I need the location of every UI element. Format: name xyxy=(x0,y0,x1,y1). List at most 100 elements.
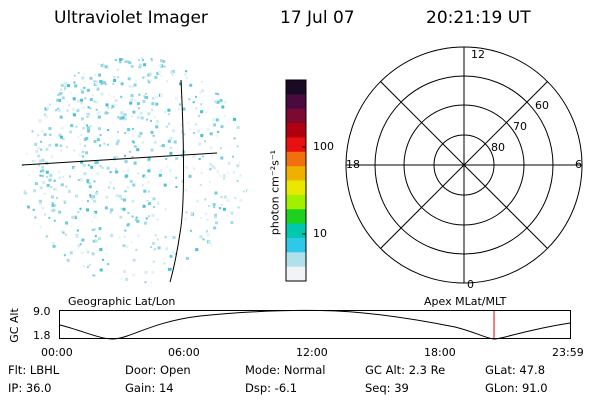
speckle-pixel xyxy=(113,76,116,79)
speckle-pixel xyxy=(200,134,204,137)
speckle-pixel xyxy=(151,214,155,217)
speckle-pixel xyxy=(81,76,85,80)
speckle-pixel xyxy=(127,128,131,132)
speckle-pixel xyxy=(74,217,77,219)
speckle-pixel xyxy=(117,116,119,119)
speckle-pixel xyxy=(120,82,124,86)
uv-emission-speckle xyxy=(21,57,249,284)
speckle-pixel xyxy=(45,115,49,119)
speckle-pixel xyxy=(90,165,94,169)
speckle-pixel xyxy=(180,130,184,134)
speckle-pixel xyxy=(80,98,84,102)
speckle-pixel xyxy=(201,89,204,93)
geographic-longitude-line xyxy=(169,79,185,283)
speckle-pixel xyxy=(221,203,224,206)
speckle-pixel xyxy=(75,194,78,198)
speckle-pixel xyxy=(99,134,102,137)
speckle-pixel xyxy=(85,151,88,155)
speckle-pixel xyxy=(147,157,151,161)
speckle-pixel xyxy=(62,231,65,234)
speckle-pixel xyxy=(143,95,146,98)
speckle-pixel xyxy=(214,100,218,104)
speckle-pixel xyxy=(153,116,156,119)
speckle-pixel xyxy=(152,197,156,201)
speckle-pixel xyxy=(174,253,177,256)
speckle-pixel xyxy=(175,176,178,179)
speckle-pixel xyxy=(172,251,175,254)
speckle-pixel xyxy=(160,74,163,77)
speckle-pixel xyxy=(32,208,35,211)
speckle-pixel xyxy=(65,185,68,188)
speckle-pixel xyxy=(97,62,100,65)
speckle-pixel xyxy=(238,161,241,164)
speckle-pixel xyxy=(189,128,192,131)
speckle-pixel xyxy=(159,169,163,173)
speckle-pixel xyxy=(110,233,114,237)
gain-readout: Gain: 14 xyxy=(125,381,174,395)
speckle-pixel xyxy=(140,116,144,120)
speckle-pixel xyxy=(52,244,56,248)
speckle-pixel xyxy=(86,208,89,212)
speckle-pixel xyxy=(153,248,156,251)
speckle-pixel xyxy=(64,87,67,90)
speckle-pixel xyxy=(73,149,76,152)
speckle-pixel xyxy=(146,118,148,121)
speckle-pixel xyxy=(116,130,119,133)
speckle-pixel xyxy=(219,147,222,150)
speckle-pixel xyxy=(195,123,198,126)
speckle-pixel xyxy=(105,195,109,199)
speckle-pixel xyxy=(171,74,174,77)
speckle-pixel xyxy=(117,76,120,79)
speckle-pixel xyxy=(78,153,82,157)
speckle-pixel xyxy=(113,103,117,107)
speckle-pixel xyxy=(183,133,186,136)
speckle-pixel xyxy=(202,238,205,241)
speckle-pixel xyxy=(164,236,167,239)
speckle-pixel xyxy=(150,59,153,62)
speckle-pixel xyxy=(215,134,218,137)
speckle-pixel xyxy=(105,252,108,255)
speckle-pixel xyxy=(147,112,151,116)
speckle-pixel xyxy=(199,235,203,239)
speckle-pixel xyxy=(58,176,61,179)
speckle-pixel xyxy=(163,183,167,187)
speckle-pixel xyxy=(151,270,155,274)
speckle-pixel xyxy=(37,146,40,150)
speckle-pixel xyxy=(75,235,79,238)
speckle-pixel xyxy=(233,117,236,121)
speckle-pixel xyxy=(216,170,220,174)
speckle-pixel xyxy=(100,92,104,96)
speckle-pixel xyxy=(129,150,132,153)
speckle-pixel xyxy=(160,93,163,97)
speckle-pixel xyxy=(51,202,54,204)
speckle-pixel xyxy=(67,84,70,88)
speckle-pixel xyxy=(87,251,90,254)
speckle-pixel xyxy=(141,57,144,59)
speckle-pixel xyxy=(44,213,46,216)
ip-readout: IP: 36.0 xyxy=(8,381,52,395)
speckle-pixel xyxy=(66,258,70,262)
speckle-pixel xyxy=(169,136,173,140)
speckle-pixel xyxy=(151,102,155,106)
speckle-pixel xyxy=(124,190,127,193)
speckle-pixel xyxy=(99,268,103,272)
speckle-pixel xyxy=(144,221,147,225)
speckle-pixel xyxy=(167,108,171,112)
speckle-pixel xyxy=(193,167,196,170)
speckle-pixel xyxy=(225,214,228,217)
speckle-pixel xyxy=(41,165,45,169)
speckle-pixel xyxy=(167,139,171,143)
speckle-pixel xyxy=(114,167,117,170)
speckle-pixel xyxy=(65,221,69,225)
speckle-pixel xyxy=(200,80,203,83)
colorbar-block xyxy=(286,108,306,124)
speckle-pixel xyxy=(152,97,155,100)
speckle-pixel xyxy=(92,239,96,243)
speckle-pixel xyxy=(40,140,43,143)
speckle-pixel xyxy=(78,143,81,146)
speckle-pixel xyxy=(46,183,50,187)
speckle-pixel xyxy=(137,134,141,138)
speckle-pixel xyxy=(28,174,30,177)
speckle-pixel xyxy=(157,70,161,74)
speckle-pixel xyxy=(185,256,189,260)
